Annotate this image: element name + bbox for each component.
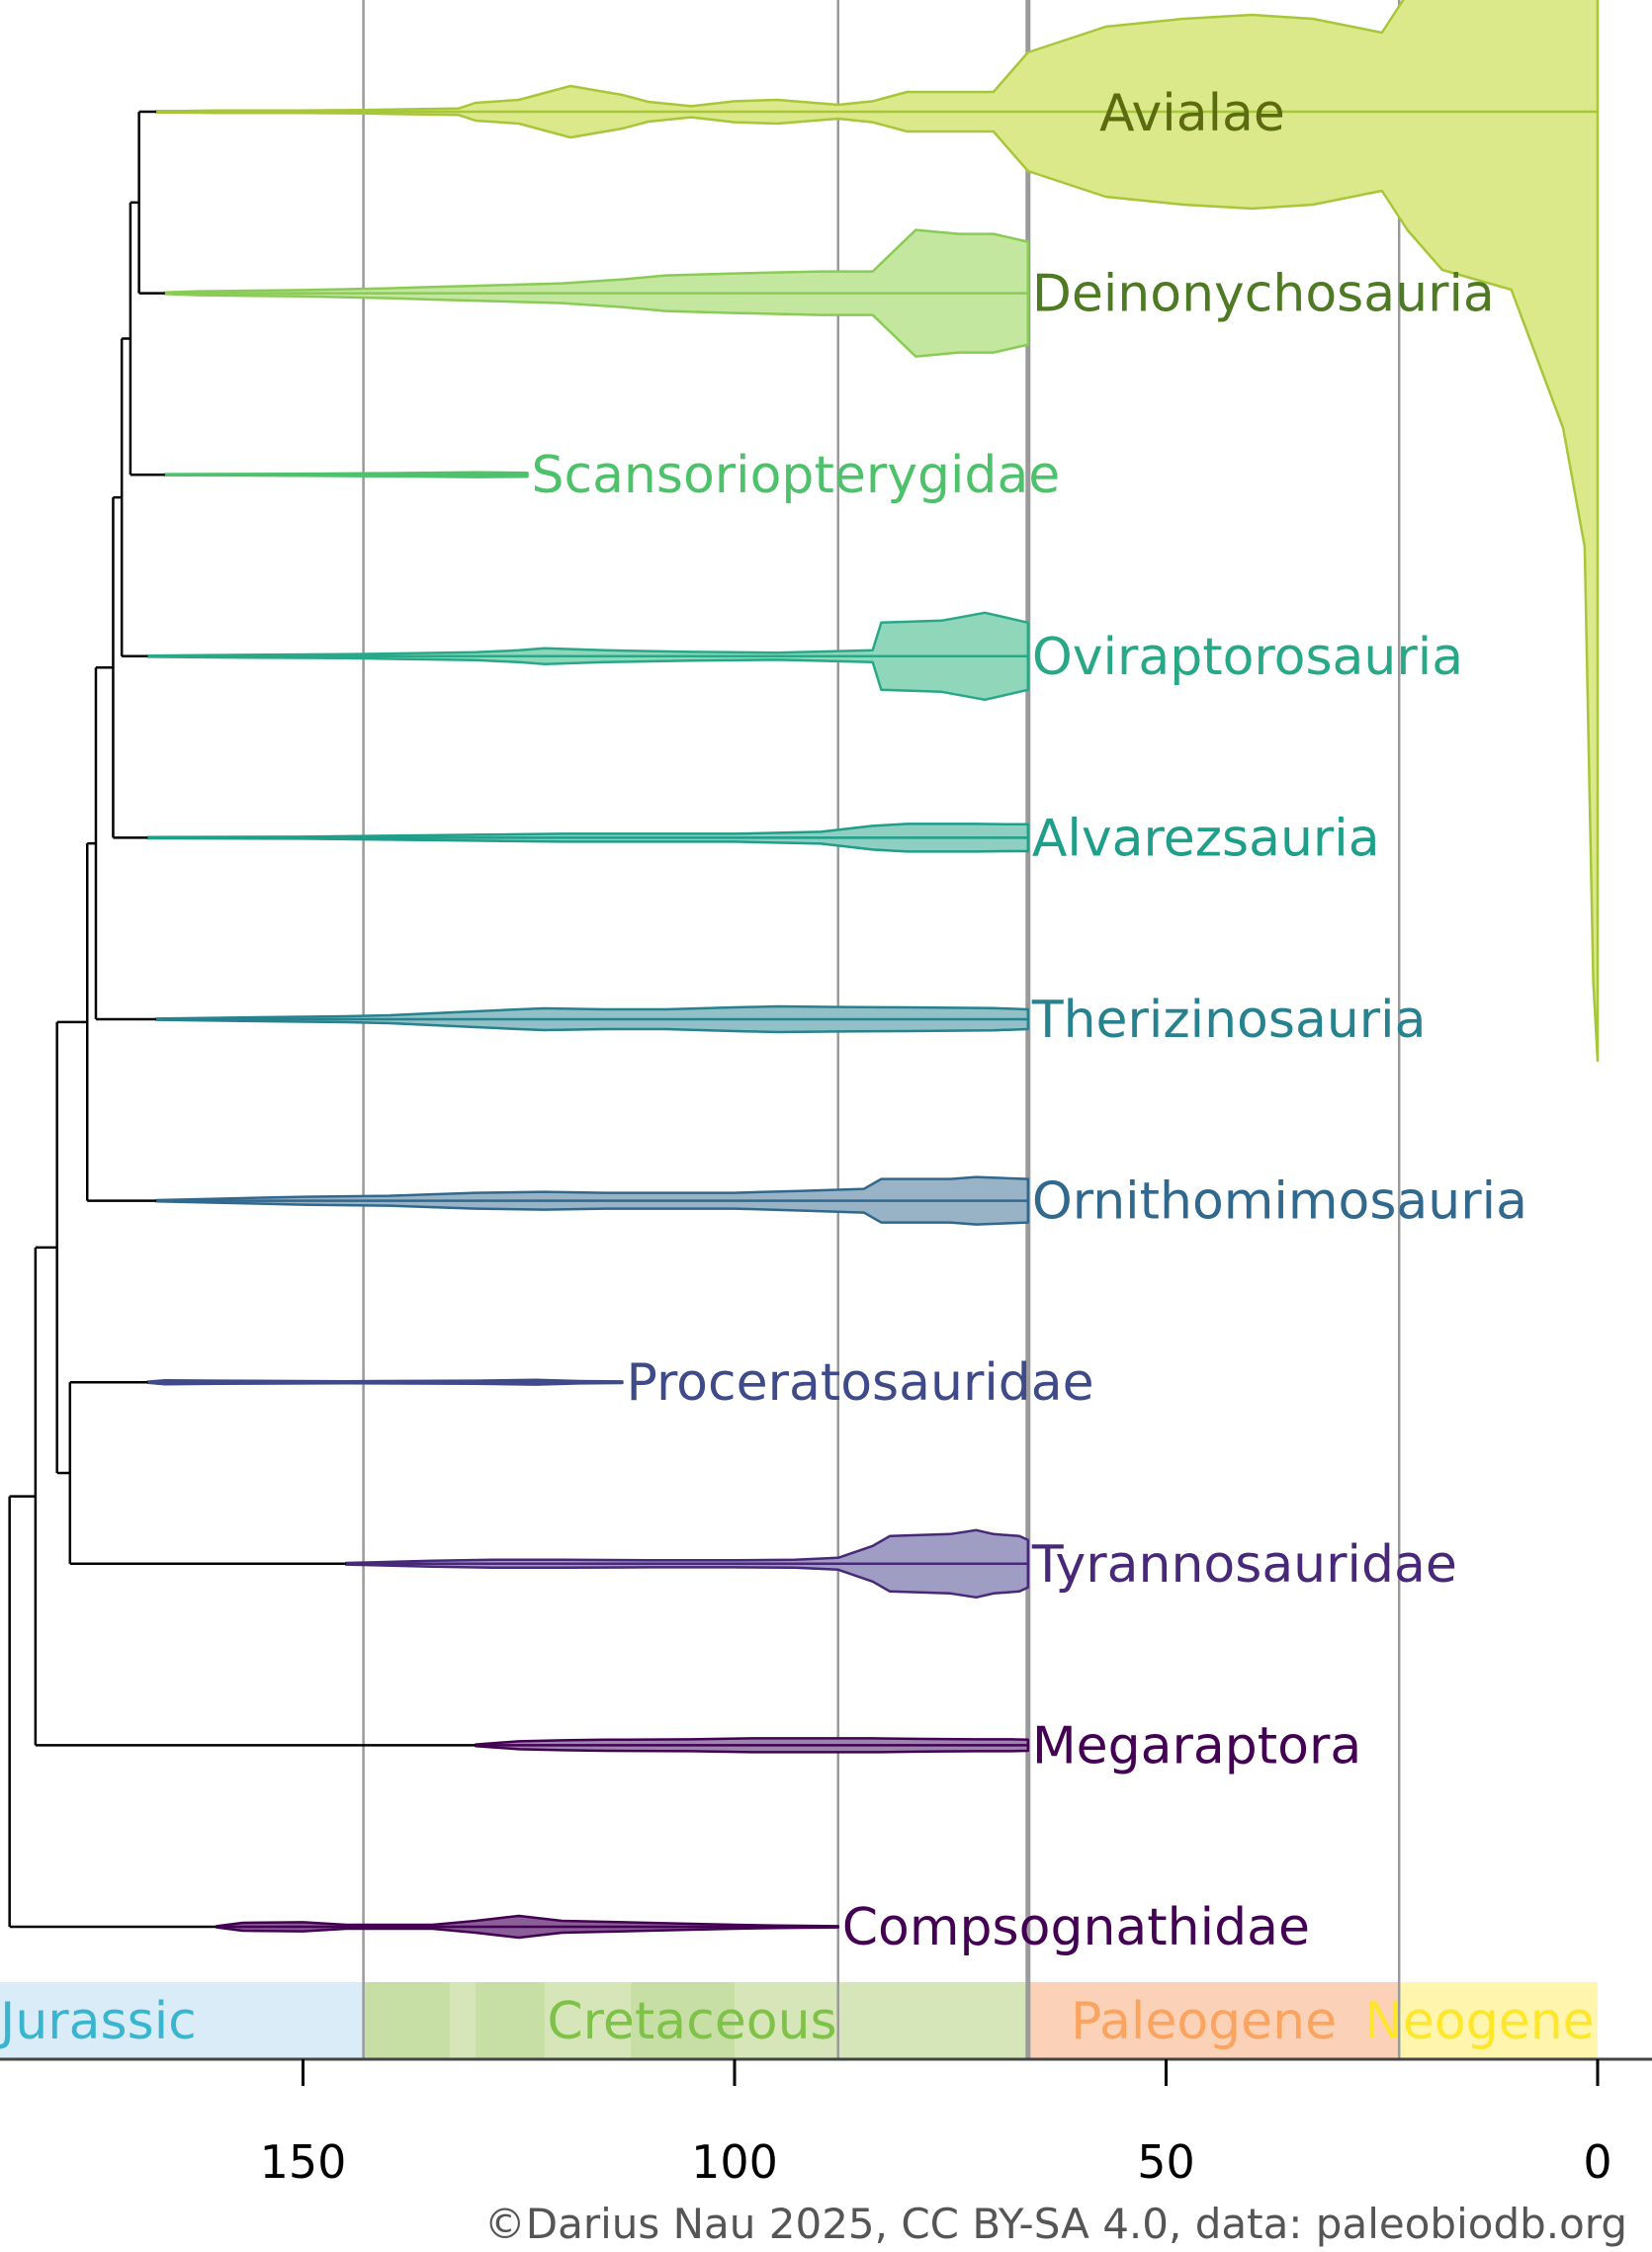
- x-tick-label: 50: [1137, 2135, 1195, 2189]
- period-band-paleogene: [1027, 1982, 1400, 2059]
- clade-label-therizinosauria: Therizinosauria: [1031, 991, 1427, 1050]
- clade-label-scansoriopterygidae: Scansoriopterygidae: [531, 446, 1060, 505]
- x-tick-label: 100: [691, 2135, 778, 2189]
- x-tick-label: 0: [1583, 2135, 1611, 2189]
- x-axis: 150 100 50 0: [0, 2057, 1652, 2189]
- clade-diversity-spindles: [146, 0, 1600, 1940]
- stage-band: [476, 1982, 545, 2059]
- clade-label-proceratosauridae: Proceratosauridae: [627, 1353, 1094, 1413]
- clade-label-deinonychosauria: Deinonychosauria: [1032, 265, 1495, 324]
- stage-band: [363, 1982, 450, 2059]
- clade-label-compsognathidae: Compsognathidae: [842, 1898, 1310, 1957]
- clade-label-avialae: Avialae: [1099, 84, 1285, 143]
- clade-label-tyrannosauridae: Tyrannosauridae: [1031, 1535, 1457, 1595]
- credit-text: ©Darius Nau 2025, CC BY-SA 4.0, data: pa…: [484, 2200, 1627, 2248]
- spindle-avialae: [154, 0, 1600, 1063]
- clade-label-alvarezsauria: Alvarezsauria: [1032, 809, 1380, 868]
- stage-band: [631, 1982, 735, 2059]
- x-tick-label: 150: [260, 2135, 347, 2189]
- period-label-cretaceous: Cretaceous: [547, 1992, 836, 2051]
- period-label-paleogene: Paleogene: [1071, 1992, 1337, 2051]
- period-label-neogene: Neogene: [1364, 1992, 1595, 2051]
- period-label-jurassic: Jurassic: [0, 1992, 197, 2051]
- period-band-cretaceous: [363, 1982, 1028, 2059]
- period-band-neogene: [1399, 1982, 1598, 2059]
- period-band-jurassic: [0, 1982, 364, 2059]
- clade-label-megaraptora: Megaraptora: [1032, 1716, 1361, 1776]
- clade-labels: Avialae Deinonychosauria Scansoriopterygid…: [531, 84, 1526, 1957]
- phylogenetic-tree: [8, 110, 477, 1929]
- clade-label-oviraptorosauria: Oviraptorosauria: [1032, 628, 1463, 687]
- clade-label-ornithomimosauria: Ornithomimosauria: [1032, 1172, 1527, 1232]
- time-scale-bar: Jurassic Cretaceous Paleogene Neogene: [0, 1982, 1598, 2059]
